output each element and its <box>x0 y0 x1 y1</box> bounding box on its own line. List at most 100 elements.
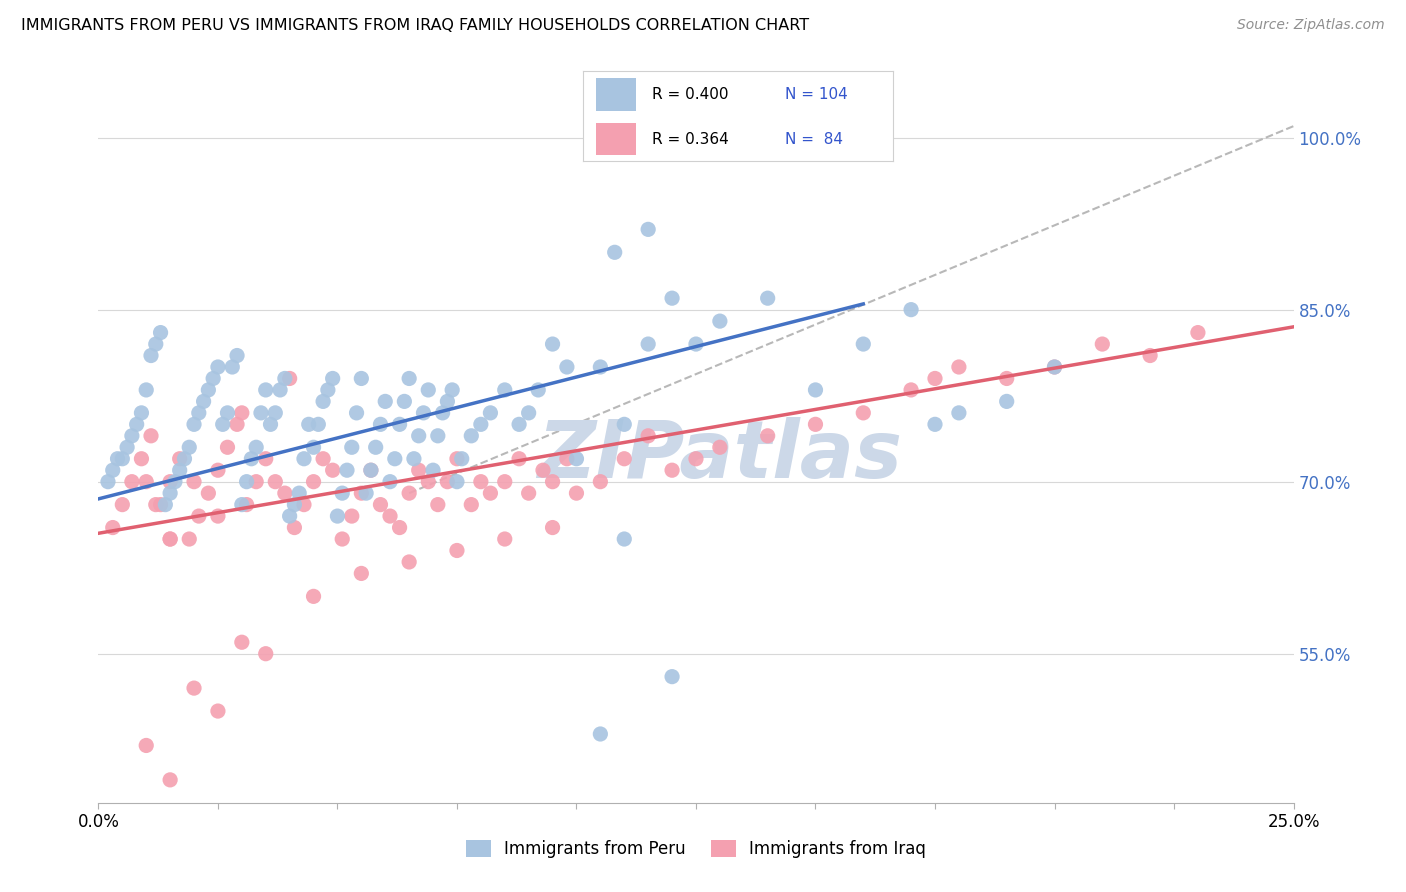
Text: N = 104: N = 104 <box>785 87 848 102</box>
Point <box>436 475 458 489</box>
Point <box>302 590 325 604</box>
Point <box>661 291 683 305</box>
Point <box>135 739 157 753</box>
Point <box>508 451 530 466</box>
Point <box>159 486 181 500</box>
Point <box>312 394 335 409</box>
Point <box>187 406 209 420</box>
Point <box>235 475 257 489</box>
Point <box>179 532 201 546</box>
Point <box>211 417 233 432</box>
Point <box>307 417 329 432</box>
Point <box>231 498 253 512</box>
Point <box>97 475 120 489</box>
Point <box>531 463 554 477</box>
Point <box>274 371 297 385</box>
Point <box>541 475 564 489</box>
Point <box>388 417 411 432</box>
Point <box>346 406 368 420</box>
Point <box>159 772 181 787</box>
Point <box>441 383 464 397</box>
Point <box>426 498 449 512</box>
Point <box>121 429 143 443</box>
Point <box>541 337 564 351</box>
Point <box>517 406 540 420</box>
Point <box>350 566 373 581</box>
Point <box>388 520 411 534</box>
Point <box>527 383 550 397</box>
Point <box>995 371 1018 385</box>
Point <box>139 429 162 443</box>
Point <box>685 451 707 466</box>
Point <box>155 498 177 512</box>
Point <box>131 451 153 466</box>
Point <box>274 486 297 500</box>
Point <box>340 440 363 454</box>
Point <box>312 451 335 466</box>
Point <box>240 451 263 466</box>
Point <box>169 463 191 477</box>
Point <box>900 302 922 317</box>
Point <box>149 498 172 512</box>
Point <box>250 406 273 420</box>
Point <box>589 359 612 374</box>
Point <box>589 475 612 489</box>
Point <box>193 394 215 409</box>
Point <box>159 475 181 489</box>
Point <box>231 406 253 420</box>
Point <box>426 429 449 443</box>
Point <box>1043 359 1066 374</box>
Point <box>398 555 420 569</box>
Point <box>637 429 659 443</box>
Point <box>173 451 195 466</box>
Point <box>107 451 129 466</box>
Point <box>254 383 277 397</box>
Point <box>207 509 229 524</box>
Point <box>111 451 134 466</box>
Point <box>302 440 325 454</box>
Point <box>226 417 249 432</box>
Point <box>226 349 249 363</box>
Point <box>685 337 707 351</box>
Point <box>541 520 564 534</box>
Point <box>470 417 492 432</box>
Point <box>111 498 134 512</box>
Point <box>422 463 444 477</box>
Point <box>207 463 229 477</box>
Point <box>613 532 636 546</box>
Text: IMMIGRANTS FROM PERU VS IMMIGRANTS FROM IRAQ FAMILY HOUSEHOLDS CORRELATION CHART: IMMIGRANTS FROM PERU VS IMMIGRANTS FROM … <box>21 18 810 33</box>
Point <box>125 417 148 432</box>
Point <box>259 417 281 432</box>
Point <box>709 314 731 328</box>
Point <box>183 417 205 432</box>
Point <box>149 326 172 340</box>
Point <box>948 406 970 420</box>
Point <box>378 509 401 524</box>
Point <box>565 486 588 500</box>
Point <box>494 475 516 489</box>
Point <box>450 451 472 466</box>
Point <box>436 394 458 409</box>
Point <box>183 475 205 489</box>
Point <box>948 359 970 374</box>
Point <box>292 451 315 466</box>
Point <box>207 704 229 718</box>
Point <box>460 498 482 512</box>
Bar <box>596 78 636 111</box>
Point <box>446 543 468 558</box>
Point <box>756 291 779 305</box>
Point <box>269 383 291 397</box>
Point <box>479 406 502 420</box>
Point <box>408 463 430 477</box>
Point <box>322 463 344 477</box>
Point <box>661 670 683 684</box>
Bar <box>596 123 636 155</box>
Point <box>1091 337 1114 351</box>
Point <box>302 475 325 489</box>
Point <box>924 371 946 385</box>
Point <box>326 509 349 524</box>
Point <box>446 451 468 466</box>
Point <box>756 429 779 443</box>
Point <box>995 394 1018 409</box>
Point <box>179 440 201 454</box>
